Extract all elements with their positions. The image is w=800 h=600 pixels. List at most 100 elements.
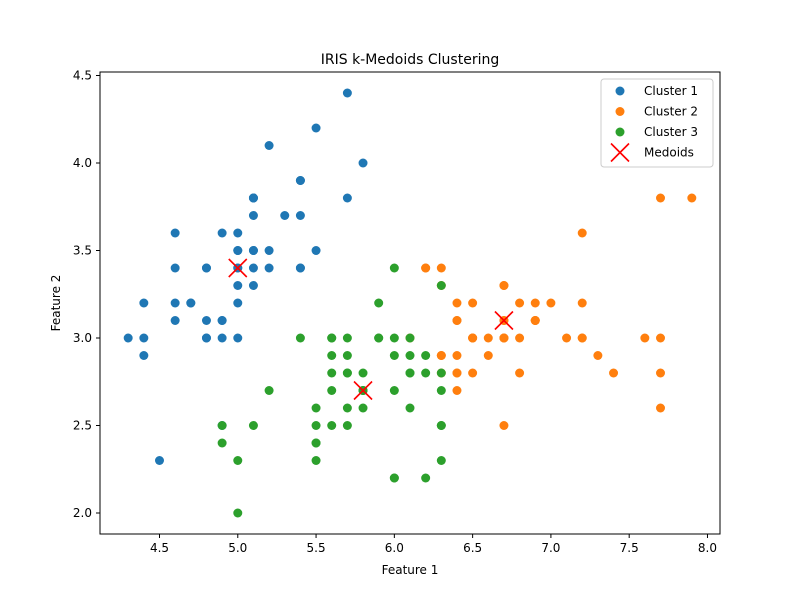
legend: Cluster 1 Cluster 2 Cluster 3 Medoids: [600, 78, 714, 168]
data-point: [389, 263, 399, 273]
data-point: [436, 456, 446, 465]
data-point: [342, 193, 352, 203]
y-tick-label: 4.0: [73, 156, 92, 170]
x-tick-label: 6.5: [463, 541, 482, 555]
series-4: [228, 258, 514, 401]
data-point: [452, 386, 462, 395]
data-point: [436, 281, 446, 290]
data-point: [405, 333, 415, 343]
data-point: [217, 438, 227, 448]
data-point: [264, 141, 274, 150]
data-point: [233, 228, 243, 238]
chart-title: IRIS k-Medoids Clustering: [321, 52, 500, 68]
data-point: [311, 456, 321, 465]
data-point: [311, 421, 321, 430]
data-point: [342, 88, 352, 98]
data-point: [123, 333, 133, 343]
data-point: [139, 333, 149, 343]
data-point: [342, 421, 352, 430]
data-point: [577, 298, 587, 308]
series-2: [405, 193, 697, 430]
data-point: [421, 368, 431, 378]
data-point: [389, 473, 399, 483]
data-point: [374, 298, 384, 308]
data-point: [342, 403, 352, 413]
medoid-point: [353, 380, 373, 401]
data-point: [452, 368, 462, 378]
legend-label: Medoids: [644, 146, 694, 160]
data-point: [421, 263, 431, 273]
data-point: [280, 211, 290, 220]
x-axis: 4.5 5.0 5.5 6.0 6.5 7.0 7.5 8.0: [150, 534, 717, 555]
data-point: [656, 193, 666, 203]
data-point: [389, 351, 399, 360]
data-point: [327, 421, 337, 430]
data-point: [593, 351, 603, 360]
data-point: [264, 386, 274, 395]
data-point: [217, 228, 227, 238]
data-point: [499, 421, 509, 430]
data-point: [358, 368, 368, 378]
data-point: [327, 351, 337, 360]
data-point: [452, 351, 462, 360]
data-point: [248, 281, 258, 290]
data-point: [342, 333, 352, 343]
data-point: [217, 421, 227, 430]
series-1: [123, 88, 368, 465]
data-point: [295, 333, 305, 343]
y-axis-label: Feature 2: [49, 275, 63, 332]
data-point: [170, 228, 180, 238]
data-point: [577, 228, 587, 238]
data-point: [436, 421, 446, 430]
data-point: [311, 246, 321, 255]
data-point: [389, 333, 399, 343]
y-tick-label: 3.0: [73, 331, 92, 345]
data-point: [468, 333, 478, 343]
data-point: [327, 386, 337, 395]
data-point: [154, 456, 164, 465]
data-point: [405, 403, 415, 413]
data-point: [468, 298, 478, 308]
data-point: [233, 508, 243, 518]
data-point: [577, 333, 587, 343]
data-point: [170, 298, 180, 308]
data-point: [186, 298, 196, 308]
data-point: [609, 368, 619, 378]
legend-marker-cluster-3: [615, 127, 625, 137]
data-point: [139, 351, 149, 360]
data-point: [264, 263, 274, 273]
data-point: [248, 211, 258, 220]
data-point: [405, 368, 415, 378]
y-tick-label: 4.5: [73, 69, 92, 83]
data-point: [233, 456, 243, 465]
data-point: [640, 333, 650, 343]
x-tick-label: 7.5: [620, 541, 639, 555]
data-point: [436, 368, 446, 378]
data-point: [342, 351, 352, 360]
legend-label: Cluster 2: [644, 105, 698, 119]
data-point: [436, 351, 446, 360]
data-point: [374, 333, 384, 343]
plot-frame: [99, 71, 721, 535]
data-point: [233, 246, 243, 255]
data-point: [687, 193, 697, 203]
y-tick-label: 2.5: [73, 419, 92, 433]
data-point: [656, 333, 666, 343]
data-point: [515, 368, 525, 378]
points-layer: [123, 88, 697, 518]
x-tick-label: 7.0: [541, 541, 560, 555]
data-point: [342, 368, 352, 378]
data-point: [562, 333, 572, 343]
medoid-point: [228, 258, 248, 278]
data-point: [295, 263, 305, 273]
data-point: [201, 263, 211, 273]
legend-marker-cluster-1: [615, 86, 625, 96]
data-point: [515, 333, 525, 343]
legend-marker-cluster-2: [615, 107, 625, 116]
data-point: [264, 246, 274, 255]
data-point: [327, 368, 337, 378]
data-point: [311, 123, 321, 133]
data-point: [358, 403, 368, 413]
data-point: [170, 316, 180, 325]
